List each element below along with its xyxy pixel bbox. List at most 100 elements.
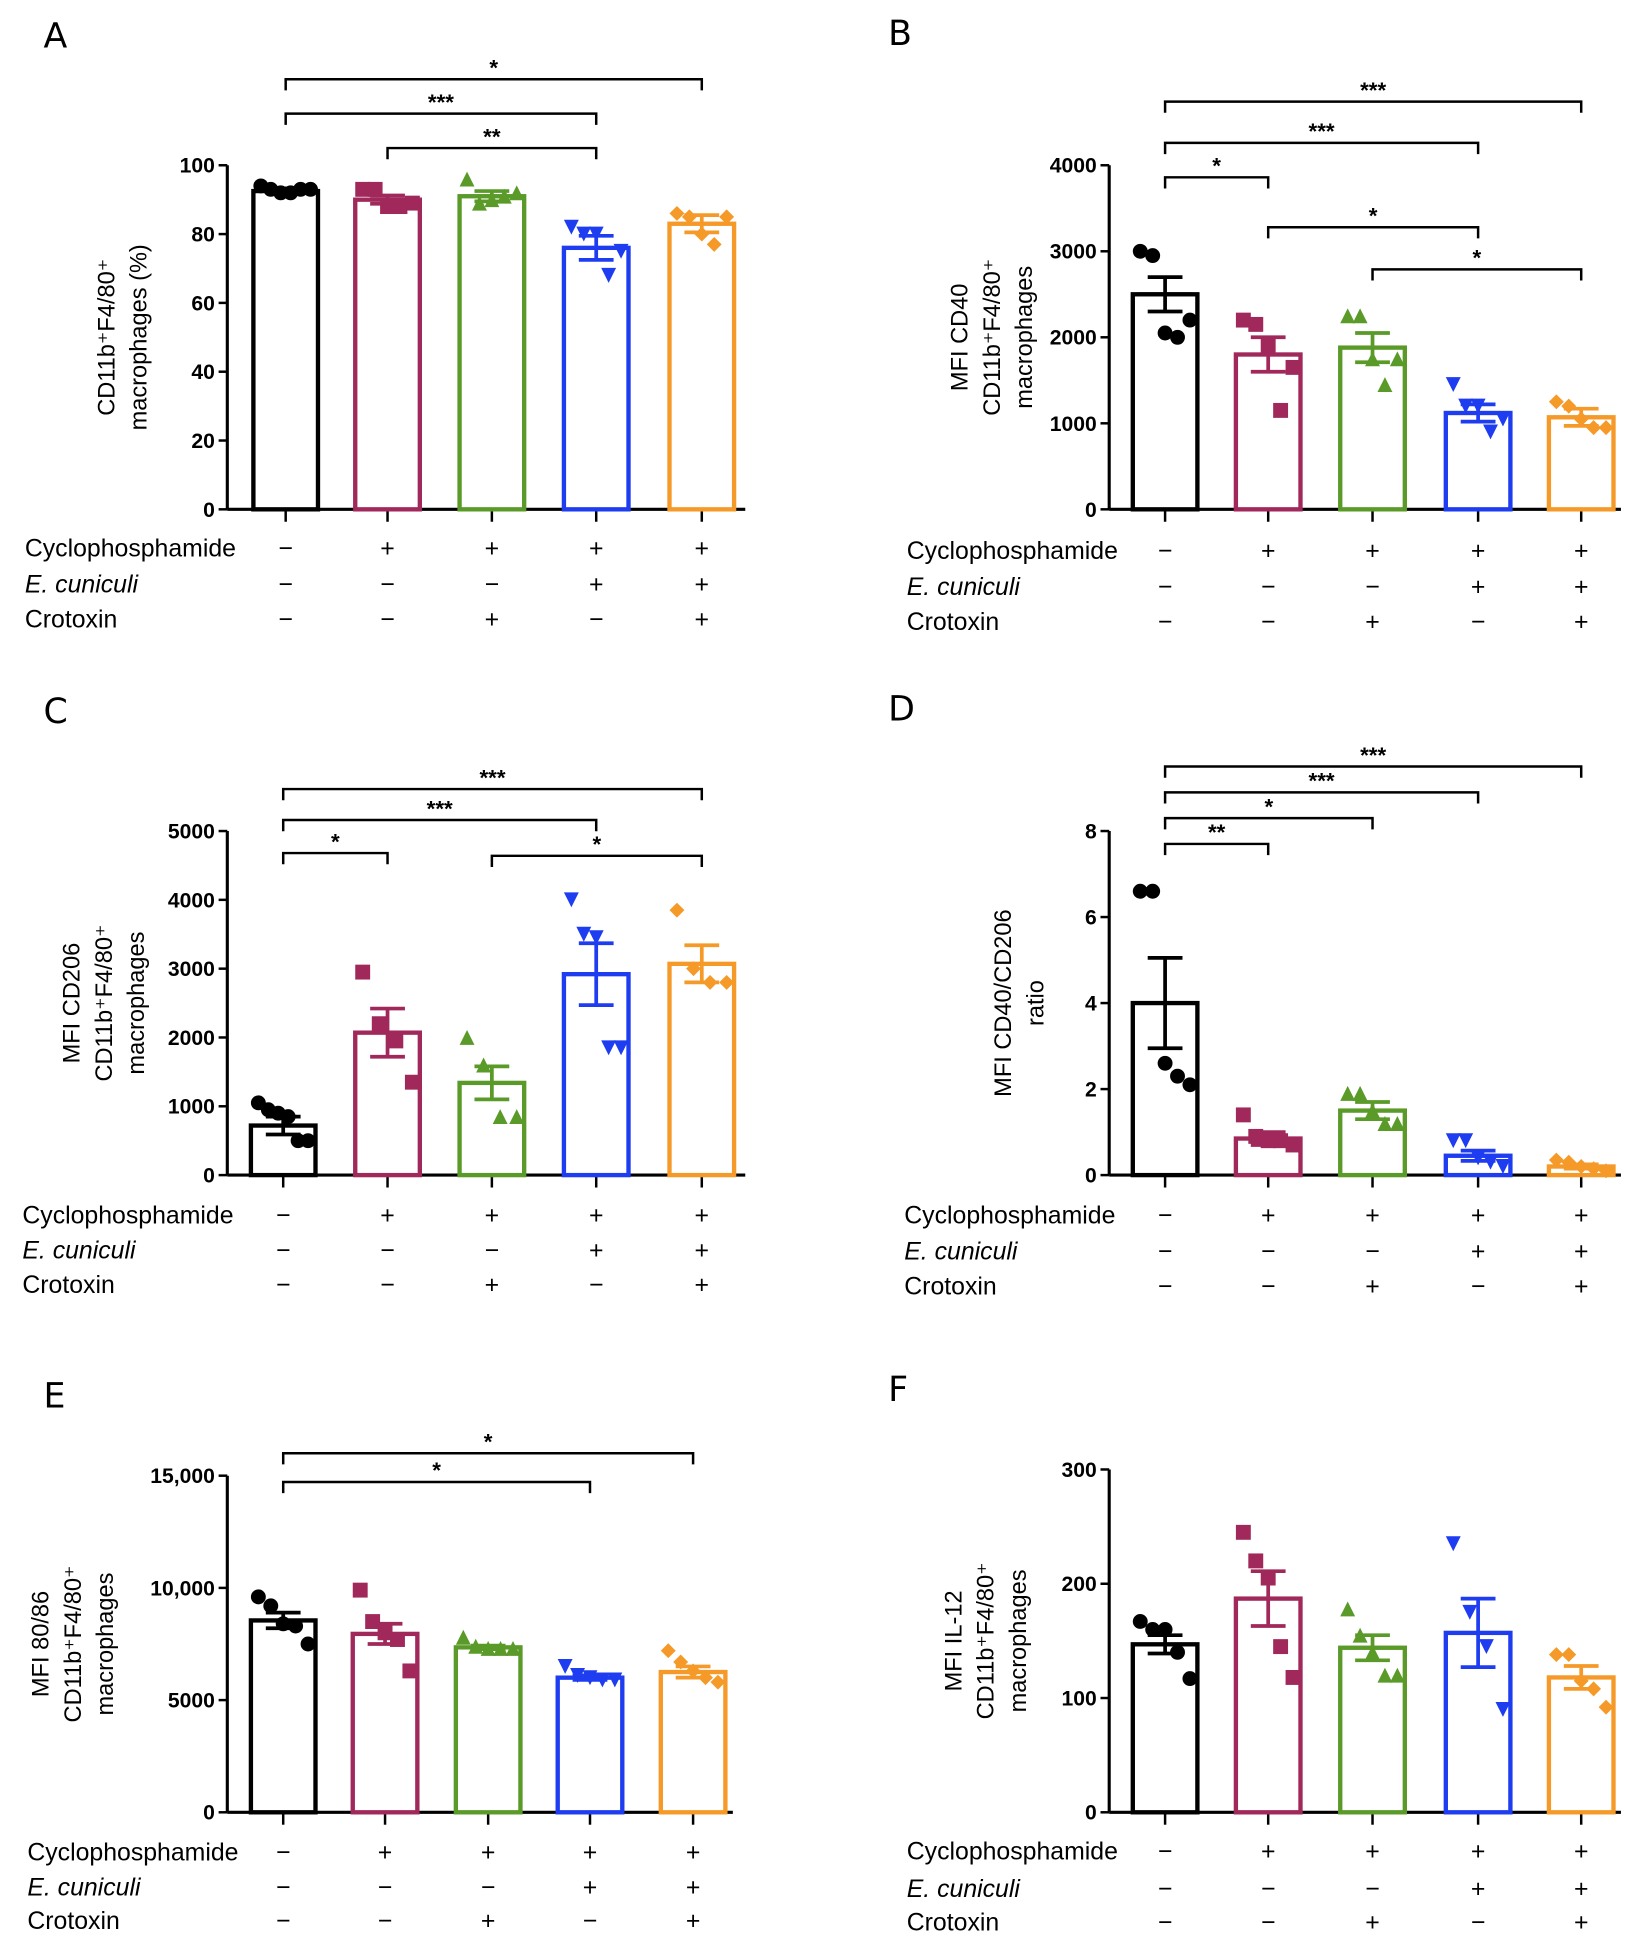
panel-f: F MFI IL-12 CD11b⁺F4/80⁺ macrophages 0 100 200… (888, 1370, 1621, 1936)
data-point-triangle (1377, 377, 1393, 393)
treatment-sign: + (583, 1875, 598, 1902)
data-point-triangle (509, 1109, 525, 1125)
significance-label: * (1264, 794, 1273, 819)
treatment-sign: − (276, 1908, 291, 1935)
treatment-label: Crotoxin (27, 1908, 119, 1935)
data-point-triangle-down (1445, 1133, 1461, 1149)
data-point-triangle-down (557, 1658, 573, 1674)
data-point-triangle-down (1458, 1133, 1474, 1149)
significance-label: ** (1208, 820, 1226, 845)
significance-label: *** (479, 765, 505, 790)
panel-letter: F (888, 1370, 908, 1410)
treatment-sign: + (695, 1203, 710, 1230)
treatment-sign: + (1471, 1876, 1486, 1903)
data-point-triangle (459, 1030, 475, 1045)
data-point-diamond (719, 974, 735, 990)
bar (350, 1631, 420, 1815)
treatment-sign: + (1471, 538, 1486, 565)
data-point-circle (1132, 1614, 1148, 1629)
data-point-circle (1132, 243, 1148, 259)
treatment-sign: − (1471, 1273, 1486, 1300)
treatment-sign: − (1261, 1876, 1276, 1903)
treatment-sign: − (1261, 1239, 1276, 1266)
treatment-sign: + (1261, 538, 1276, 565)
data-point-triangle (1340, 1085, 1356, 1101)
data-point-triangle-down (1495, 1159, 1511, 1174)
treatment-sign: − (1158, 538, 1173, 565)
data-point-triangle (1352, 308, 1368, 324)
significance-bracket (1163, 176, 1270, 189)
data-point-square (1285, 359, 1301, 375)
treatment-sign: − (276, 1203, 291, 1230)
treatment-sign: + (485, 606, 500, 633)
y-tick-label: 2000 (1050, 327, 1097, 350)
y-axis-label: MFI CD40 (948, 284, 974, 392)
data-point-triangle (1389, 1667, 1405, 1683)
y-tick-label: 0 (1085, 1802, 1097, 1825)
treatment-sign: + (481, 1908, 496, 1935)
data-point-circle (263, 1598, 279, 1614)
y-tick-label: 60 (191, 292, 214, 315)
data-point-triangle-down (1495, 1702, 1511, 1717)
y-tick-label: 100 (1062, 1687, 1097, 1710)
treatment-label: Crotoxin (25, 606, 117, 633)
treatment-sign: − (1158, 1876, 1173, 1903)
y-tick-label: 2 (1085, 1079, 1097, 1102)
significance-label: * (1473, 246, 1482, 271)
data-point-triangle-down (1445, 1536, 1461, 1552)
y-tick-label: 20 (191, 430, 214, 453)
data-point-square (1285, 1137, 1301, 1153)
data-point-triangle (1377, 1667, 1393, 1683)
treatment-sign: + (589, 572, 604, 599)
treatment-label: Cyclophosphamide (904, 1203, 1115, 1230)
treatment-sign: − (276, 1840, 291, 1867)
treatment-sign: + (1365, 609, 1380, 636)
treatment-sign: − (276, 1272, 291, 1299)
significance-bracket (281, 787, 704, 801)
bar (667, 221, 737, 512)
treatment-sign: + (481, 1840, 496, 1867)
treatment-sign: − (589, 1272, 604, 1299)
y-tick-label: 0 (203, 499, 215, 522)
significance-bracket (1163, 765, 1583, 778)
treatment-sign: − (378, 1908, 393, 1935)
significance-label: * (331, 829, 340, 854)
treatment-sign: − (1365, 574, 1380, 601)
y-tick-label: 1000 (168, 1096, 215, 1119)
bar (658, 1669, 728, 1815)
data-point-square (371, 1016, 387, 1032)
treatment-sign: + (1365, 1273, 1380, 1300)
y-tick-label: 40 (191, 361, 214, 384)
treatment-sign: − (278, 606, 293, 633)
data-point-circle (1182, 1077, 1198, 1093)
y-axis-label: CD11b⁺F4/80⁺ (974, 1562, 1000, 1719)
treatment-sign: − (589, 606, 604, 633)
treatment-sign: + (1365, 1203, 1380, 1230)
y-tick-label: 8 (1085, 820, 1097, 843)
data-point-diamond (1561, 1647, 1577, 1663)
y-axis-label: CD11b⁺F4/80⁺ (92, 925, 118, 1082)
bar (1546, 1675, 1616, 1815)
data-point-square (1235, 312, 1251, 328)
data-point-square (355, 964, 371, 980)
data-point-triangle (1377, 1116, 1393, 1131)
y-tick-label: 4000 (168, 889, 215, 912)
significance-label: ** (483, 124, 501, 149)
y-tick-label: 0 (203, 1165, 215, 1188)
treatment-sign: + (695, 536, 710, 563)
y-tick-label: 5000 (168, 1690, 215, 1713)
y-axis-label: MFI 80/86 (28, 1591, 54, 1697)
significance-bracket (281, 818, 598, 832)
data-point-circle (1145, 1622, 1161, 1637)
data-point-diamond (1598, 1699, 1614, 1715)
panel-e: E MFI 80/86 CD11b⁺F4/80⁺ macrophages 0 5000 10… (27, 1376, 733, 1935)
treatment-sign: + (1574, 1839, 1589, 1866)
treatment-label: E. cuniculi (904, 1239, 1019, 1266)
bar (1130, 1642, 1200, 1815)
treatment-sign: − (1261, 1273, 1276, 1300)
treatment-sign: + (589, 1203, 604, 1230)
treatment-label: Cyclophosphamide (907, 538, 1118, 565)
data-point-circle (1170, 1068, 1185, 1084)
data-point-diamond (669, 902, 685, 918)
